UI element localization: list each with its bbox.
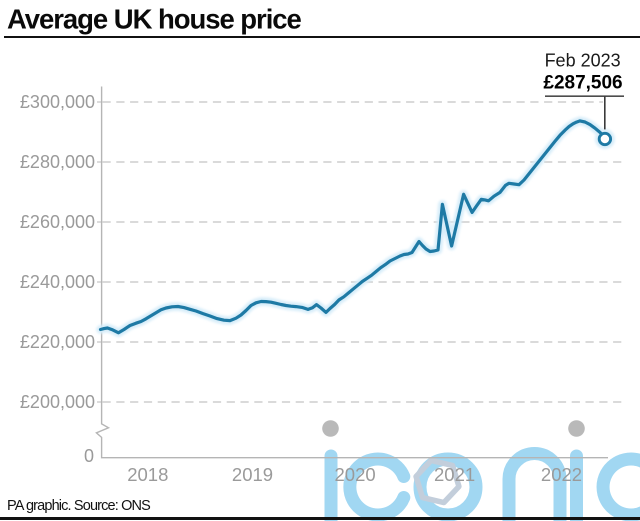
svg-text:£287,506: £287,506 xyxy=(543,73,622,94)
svg-text:£240,000: £240,000 xyxy=(20,272,95,292)
svg-text:2019: 2019 xyxy=(232,464,273,485)
svg-text:Feb 2023: Feb 2023 xyxy=(545,51,621,71)
svg-text:2022: 2022 xyxy=(541,464,582,485)
svg-text:2020: 2020 xyxy=(335,464,376,485)
svg-text:Average UK house price: Average UK house price xyxy=(7,4,302,35)
svg-text:£200,000: £200,000 xyxy=(20,392,95,412)
svg-text:£280,000: £280,000 xyxy=(20,152,95,172)
svg-text:0: 0 xyxy=(84,446,94,466)
svg-text:PA graphic. Source: ONS: PA graphic. Source: ONS xyxy=(7,498,150,514)
svg-text:£260,000: £260,000 xyxy=(20,212,95,232)
svg-text:£220,000: £220,000 xyxy=(20,332,95,352)
svg-text:£300,000: £300,000 xyxy=(20,92,95,112)
svg-text:2021: 2021 xyxy=(434,464,475,485)
svg-text:2018: 2018 xyxy=(127,464,168,485)
